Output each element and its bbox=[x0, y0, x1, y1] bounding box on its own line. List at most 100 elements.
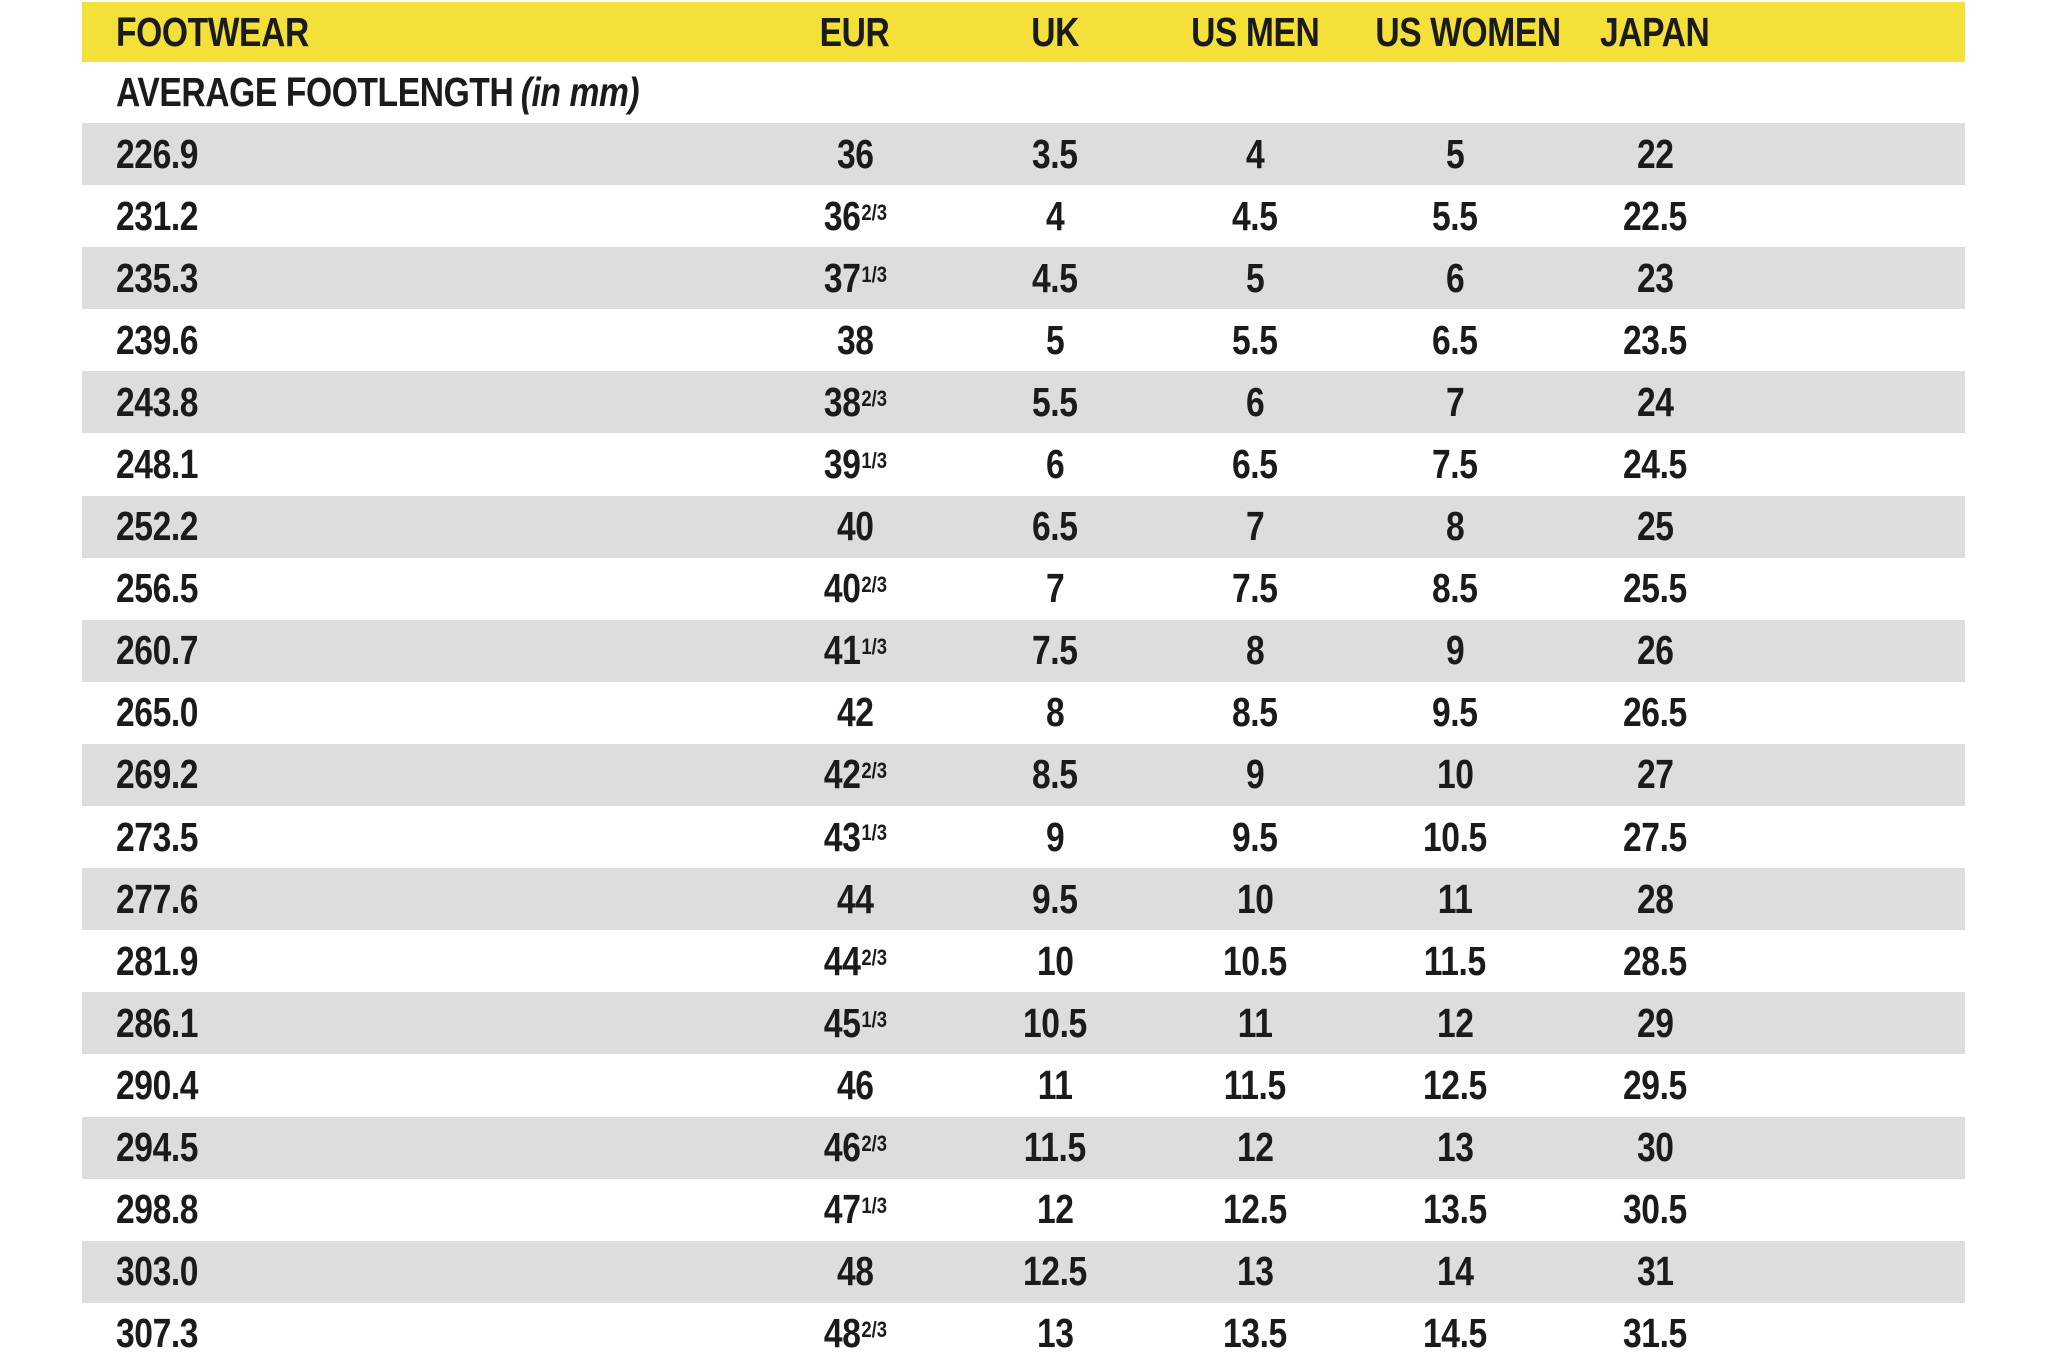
table-row: 235.3 371/3 4.5 5 6 23 bbox=[82, 247, 1965, 310]
cell-eur: 442/3 bbox=[823, 937, 887, 984]
cell-us-men: 12.5 bbox=[1223, 1186, 1287, 1233]
cell-japan: 25.5 bbox=[1623, 565, 1687, 612]
cell-eur: 391/3 bbox=[823, 441, 887, 488]
cell-us-men: 5 bbox=[1245, 254, 1265, 301]
cell-uk: 5 bbox=[1045, 316, 1065, 363]
cell-us-men: 10.5 bbox=[1223, 937, 1287, 984]
cell-uk: 9.5 bbox=[1032, 875, 1078, 922]
cell-uk: 3.5 bbox=[1032, 130, 1078, 177]
cell-footlength-mm: 252.2 bbox=[116, 503, 199, 550]
table-row: 269.2 422/3 8.5 9 10 27 bbox=[82, 743, 1965, 807]
cell-us-women: 11.5 bbox=[1424, 937, 1486, 984]
cell-footlength-mm: 277.6 bbox=[116, 875, 199, 922]
cell-eur: 431/3 bbox=[823, 813, 887, 860]
cell-footlength-mm: 298.8 bbox=[116, 1186, 199, 1233]
cell-footlength-mm: 290.4 bbox=[116, 1061, 199, 1108]
cell-us-men: 11 bbox=[1237, 999, 1273, 1046]
cell-uk: 12.5 bbox=[1023, 1248, 1087, 1295]
header-japan: JAPAN bbox=[1600, 8, 1710, 55]
cell-eur: 36 bbox=[836, 130, 874, 177]
subheader-label: AVERAGE FOOTLENGTH (in mm) bbox=[116, 69, 640, 115]
cell-us-women: 14 bbox=[1436, 1248, 1474, 1295]
cell-eur: 402/3 bbox=[823, 565, 887, 612]
cell-us-men: 6 bbox=[1245, 378, 1265, 425]
table-row: 273.5 431/3 9 9.5 10.5 27.5 bbox=[82, 806, 1965, 869]
cell-japan: 28 bbox=[1636, 875, 1674, 922]
cell-eur: 48 bbox=[836, 1248, 874, 1295]
cell-eur: 44 bbox=[836, 875, 874, 922]
header-uk: UK bbox=[1031, 8, 1079, 55]
table-row: 286.1 451/3 10.5 11 12 29 bbox=[82, 992, 1965, 1055]
cell-us-women: 12 bbox=[1436, 999, 1474, 1046]
cell-uk: 4.5 bbox=[1032, 254, 1078, 301]
cell-us-men: 12 bbox=[1236, 1124, 1274, 1171]
cell-footlength-mm: 307.3 bbox=[116, 1310, 199, 1357]
cell-uk: 12 bbox=[1036, 1186, 1074, 1233]
cell-uk: 13 bbox=[1036, 1310, 1074, 1357]
table-row: 298.8 471/3 12 12.5 13.5 30.5 bbox=[82, 1178, 1965, 1241]
cell-uk: 10.5 bbox=[1023, 999, 1087, 1046]
cell-us-men: 13 bbox=[1236, 1248, 1274, 1295]
cell-us-men: 7 bbox=[1245, 503, 1265, 550]
table-row: 248.1 391/3 6 6.5 7.5 24.5 bbox=[82, 433, 1965, 496]
cell-us-men: 8 bbox=[1245, 627, 1265, 674]
table-row: 256.5 402/3 7 7.5 8.5 25.5 bbox=[82, 557, 1965, 620]
cell-us-men: 6.5 bbox=[1232, 441, 1278, 488]
cell-footlength-mm: 265.0 bbox=[116, 689, 199, 736]
header-eur: EUR bbox=[820, 8, 890, 55]
table-row: 303.0 48 12.5 13 14 31 bbox=[82, 1240, 1965, 1303]
cell-us-women: 10 bbox=[1436, 751, 1474, 798]
cell-us-women: 13.5 bbox=[1423, 1186, 1487, 1233]
cell-us-women: 7 bbox=[1445, 378, 1465, 425]
cell-us-men: 13.5 bbox=[1223, 1310, 1287, 1357]
header-us-men: US MEN bbox=[1190, 8, 1320, 55]
header-us-women: US WOMEN bbox=[1375, 8, 1561, 55]
cell-us-women: 12.5 bbox=[1423, 1061, 1487, 1108]
cell-us-men: 10 bbox=[1236, 875, 1274, 922]
cell-footlength-mm: 303.0 bbox=[116, 1248, 199, 1295]
table-row: 260.7 411/3 7.5 8 9 26 bbox=[82, 619, 1965, 682]
cell-uk: 10 bbox=[1036, 937, 1074, 984]
cell-uk: 6 bbox=[1045, 441, 1065, 488]
cell-eur: 38 bbox=[836, 316, 874, 363]
table-row: 226.9 36 3.5 4 5 22 bbox=[82, 123, 1965, 186]
cell-japan: 24.5 bbox=[1623, 441, 1687, 488]
table-row: 307.3 482/3 13 13.5 14.5 31.5 bbox=[82, 1302, 1965, 1365]
cell-uk: 8 bbox=[1045, 689, 1065, 736]
cell-eur: 362/3 bbox=[823, 192, 887, 239]
cell-footlength-mm: 243.8 bbox=[116, 378, 199, 425]
cell-us-women: 7.5 bbox=[1432, 441, 1478, 488]
footwear-size-table: FOOTWEAR EUR UK US MEN US WOMEN JAPAN AV… bbox=[82, 2, 1965, 1365]
cell-japan: 30.5 bbox=[1623, 1186, 1687, 1233]
cell-uk: 11 bbox=[1037, 1061, 1073, 1108]
cell-japan: 31 bbox=[1636, 1248, 1674, 1295]
cell-uk: 7.5 bbox=[1032, 627, 1078, 674]
cell-footlength-mm: 235.3 bbox=[116, 254, 199, 301]
cell-uk: 6.5 bbox=[1032, 503, 1078, 550]
table-row: 290.4 46 11 11.5 12.5 29.5 bbox=[82, 1054, 1965, 1117]
cell-us-women: 9 bbox=[1445, 627, 1465, 674]
cell-uk: 9 bbox=[1045, 813, 1065, 860]
cell-footlength-mm: 281.9 bbox=[116, 937, 199, 984]
cell-us-women: 9.5 bbox=[1432, 689, 1478, 736]
cell-us-men: 9 bbox=[1245, 751, 1265, 798]
cell-japan: 27 bbox=[1636, 751, 1674, 798]
cell-eur: 40 bbox=[836, 503, 874, 550]
cell-footlength-mm: 231.2 bbox=[116, 192, 199, 239]
cell-footlength-mm: 226.9 bbox=[116, 130, 199, 177]
cell-japan: 23 bbox=[1636, 254, 1674, 301]
cell-us-women: 5.5 bbox=[1432, 192, 1478, 239]
table-row: 281.9 442/3 10 10.5 11.5 28.5 bbox=[82, 930, 1965, 993]
cell-japan: 26 bbox=[1636, 627, 1674, 674]
cell-japan: 31.5 bbox=[1623, 1310, 1687, 1357]
cell-uk: 4 bbox=[1045, 192, 1065, 239]
cell-footlength-mm: 294.5 bbox=[116, 1124, 199, 1171]
cell-us-women: 11 bbox=[1437, 875, 1473, 922]
cell-eur: 471/3 bbox=[823, 1186, 887, 1233]
cell-japan: 28.5 bbox=[1623, 937, 1687, 984]
cell-eur: 42 bbox=[836, 689, 874, 736]
cell-japan: 26.5 bbox=[1623, 689, 1687, 736]
cell-uk: 8.5 bbox=[1032, 751, 1078, 798]
cell-uk: 5.5 bbox=[1032, 378, 1078, 425]
